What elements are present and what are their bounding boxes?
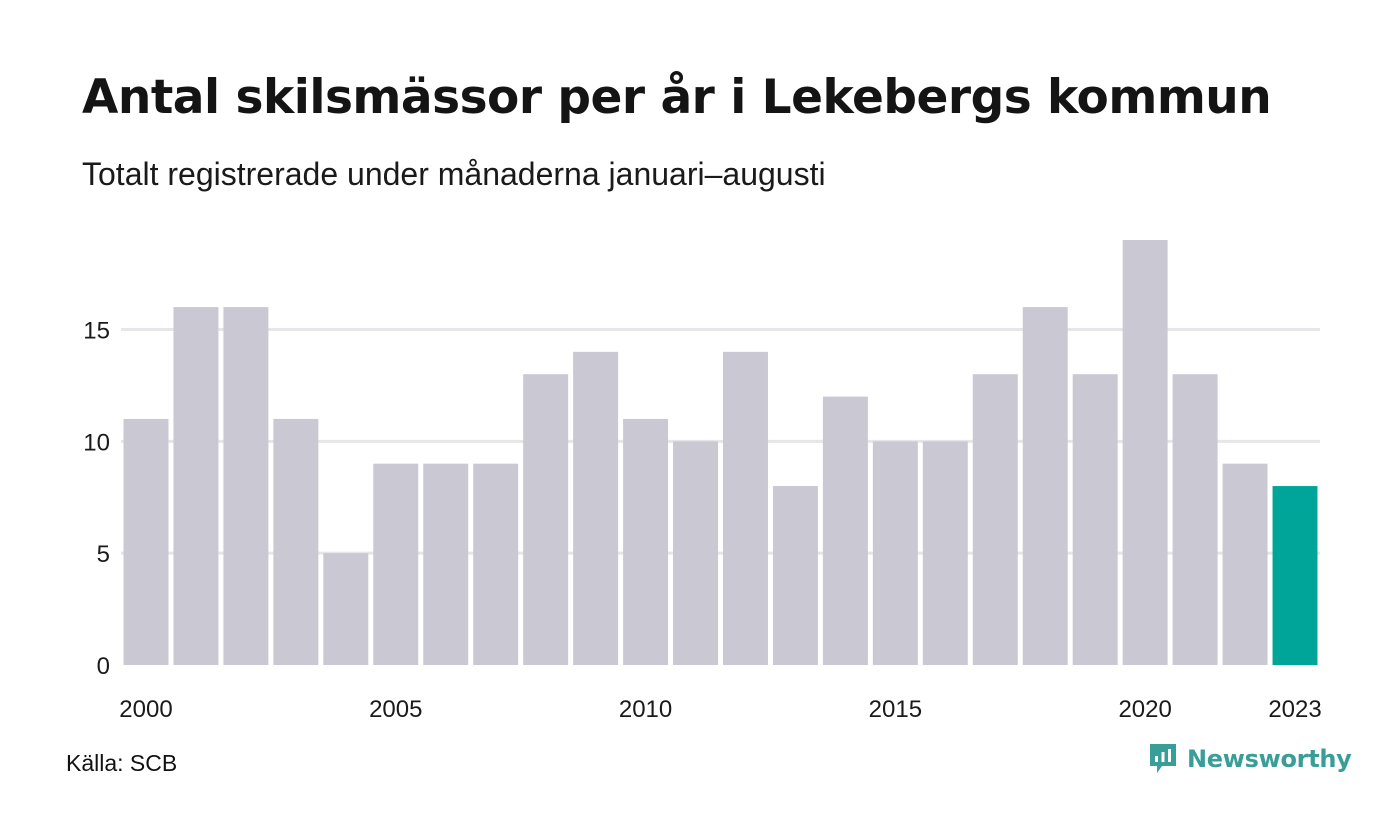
bar-2010: [623, 418, 669, 665]
x-tick-label: 2010: [619, 696, 672, 723]
bar-2006: [423, 463, 469, 665]
bar-2004: [323, 553, 369, 665]
gridlines: [121, 327, 1320, 555]
source-note: Källa: SCB: [66, 750, 178, 776]
brand-name: Newsworthy: [1187, 745, 1352, 773]
x-tick-label: 2020: [1118, 696, 1171, 723]
bar-2020: [1122, 240, 1168, 665]
x-tick-label: 2000: [119, 696, 172, 723]
y-tick-label: 15: [83, 317, 110, 344]
axis-labels: 0 5 10 15 2000 2005 2010 2015 2020 2023: [83, 317, 1321, 723]
bar-2017: [972, 374, 1018, 665]
y-tick-label: 10: [83, 429, 110, 456]
bar-2005: [373, 463, 419, 665]
bar-2011: [673, 441, 718, 665]
bar-2023: [1272, 486, 1318, 665]
bar-2000: [123, 418, 169, 665]
bar-2014: [822, 396, 868, 665]
y-tick-label: 5: [97, 541, 110, 568]
bar-2013: [772, 486, 818, 665]
bar-2007: [473, 463, 519, 665]
bar-2021: [1172, 374, 1218, 665]
chart-title: Antal skilsmässor per år i Lekebergs kom…: [82, 70, 1272, 125]
y-tick-label: 0: [97, 653, 110, 680]
x-tick-label: 2015: [869, 696, 922, 723]
brand-logo: Newsworthy: [1148, 742, 1352, 776]
bar-2019: [1072, 374, 1118, 665]
bar-2002: [223, 307, 269, 665]
newsworthy-logo-icon: [1150, 744, 1176, 773]
x-tick-label: 2023: [1268, 696, 1321, 723]
bars: [123, 240, 1318, 665]
bar-2009: [573, 351, 619, 665]
bar-2018: [1022, 307, 1068, 665]
bar-2016: [922, 441, 968, 665]
bar-2008: [523, 374, 569, 665]
bar-2003: [273, 418, 319, 665]
x-tick-label: 2005: [369, 696, 422, 723]
bar-2012: [723, 351, 768, 665]
chart-subtitle: Totalt registrerade under månaderna janu…: [82, 156, 826, 192]
bar-2001: [173, 307, 219, 665]
bar-2015: [872, 441, 918, 665]
bar-2022: [1222, 463, 1268, 665]
